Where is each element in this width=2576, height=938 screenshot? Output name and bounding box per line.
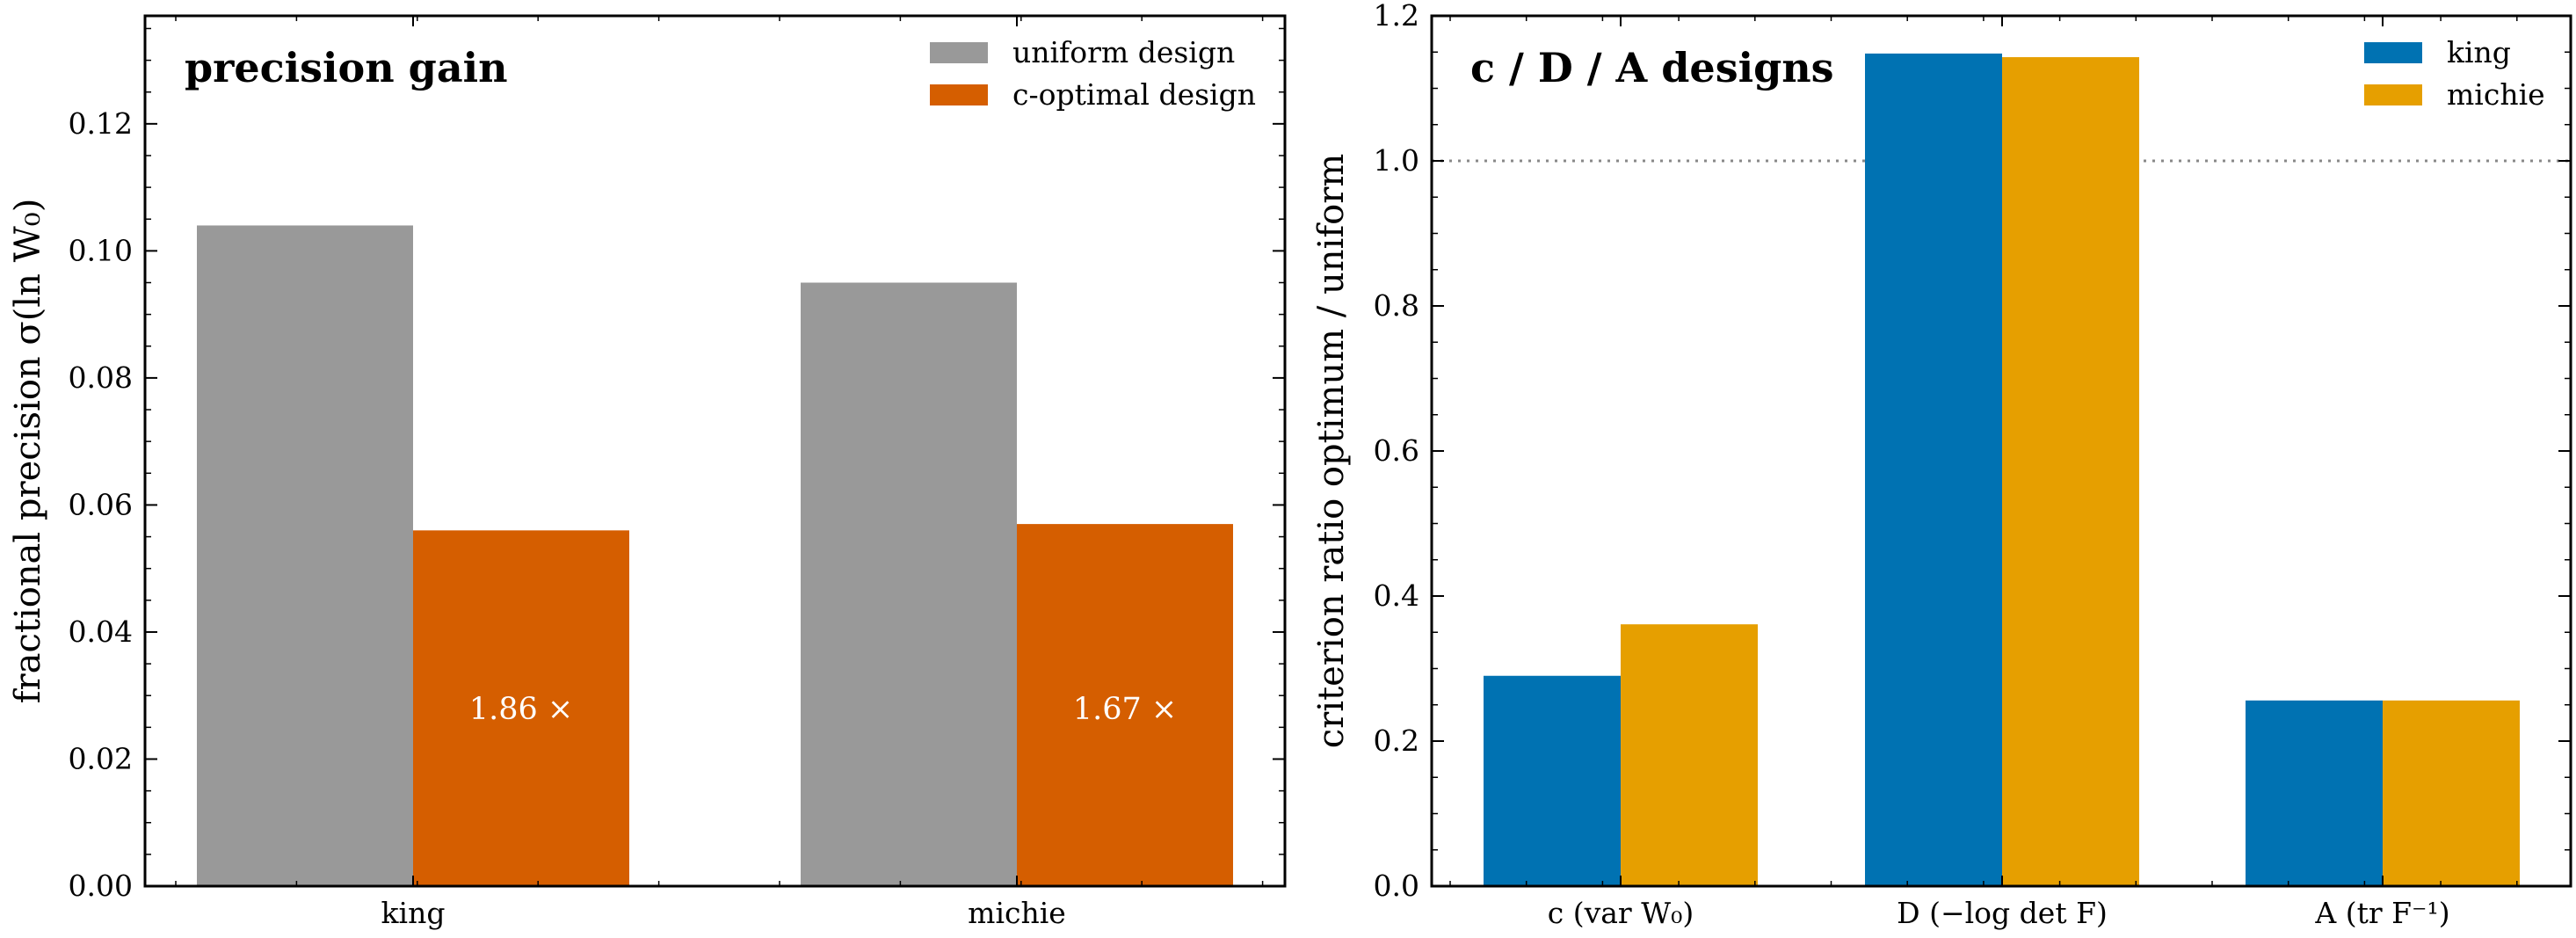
bar-D-michie bbox=[2002, 57, 2139, 886]
y-tick-label: 0.4 bbox=[1374, 578, 1419, 613]
y-tick-label: 0.00 bbox=[69, 869, 133, 903]
ratio-annotation-king: 1.86 × bbox=[469, 692, 573, 727]
legend-label-king: king bbox=[2447, 35, 2511, 69]
legend-label-1: c-optimal design bbox=[1012, 77, 1256, 112]
y-tick-label: 0.04 bbox=[69, 614, 133, 649]
design-criteria-panel: 0.0 0.2 0.4 0.6 0.8 1.0 1.2 c (var W₀) D (−log … bbox=[1311, 0, 2572, 930]
y-tick-label: 0.08 bbox=[69, 360, 133, 395]
right-legend: king michie bbox=[2364, 35, 2545, 112]
bar-king-uniform bbox=[197, 225, 413, 886]
left-legend: uniform design c-optimal design bbox=[930, 35, 1256, 112]
y-tick-label: 0.02 bbox=[69, 741, 133, 775]
bar-D-king bbox=[1865, 53, 2002, 886]
y-tick-label: 0.6 bbox=[1374, 433, 1419, 468]
bar-michie-c-optimal bbox=[1017, 524, 1233, 886]
legend-swatch-0 bbox=[930, 42, 988, 63]
legend-swatch-king bbox=[2364, 42, 2422, 63]
x-tick-label: A (tr F⁻¹) bbox=[2314, 896, 2449, 930]
x-tick-label-michie: michie bbox=[968, 896, 1066, 930]
bar-A-michie bbox=[2383, 700, 2520, 886]
right-plot-frame bbox=[1430, 14, 2572, 888]
y-tick-label: 0.06 bbox=[69, 487, 133, 521]
left-panel-title: precision gain bbox=[185, 44, 508, 91]
y-tick-label: 0.8 bbox=[1374, 288, 1419, 323]
x-tick-label: c (var W₀) bbox=[1548, 896, 1694, 930]
right-panel-title: c / D / A designs bbox=[1470, 44, 1834, 91]
legend-swatch-1 bbox=[930, 84, 988, 105]
bar-c-king bbox=[1484, 675, 1621, 886]
x-tick-label: D (−log det F) bbox=[1897, 896, 2108, 930]
legend-label-0: uniform design bbox=[1012, 35, 1235, 69]
left-y-axis-label: fractional precision σ(ln W₀) bbox=[8, 199, 48, 704]
y-tick-label: 0.2 bbox=[1374, 723, 1419, 758]
ratio-annotation-michie: 1.67 × bbox=[1073, 692, 1177, 727]
left-plot-frame bbox=[143, 14, 1287, 888]
legend-label-michie: michie bbox=[2447, 77, 2545, 112]
bar-c-michie bbox=[1621, 624, 1758, 886]
precision-gain-panel: 1.86 × 1.67 × 0.00 0.02 0.04 0.06 0.08 0.10 0.1… bbox=[8, 14, 1287, 930]
y-tick-label: 0.10 bbox=[69, 233, 133, 267]
bar-A-king bbox=[2246, 700, 2383, 886]
bar-king-c-optimal bbox=[413, 530, 629, 886]
y-tick-label: 1.2 bbox=[1374, 0, 1419, 33]
y-tick-label: 0.0 bbox=[1374, 869, 1419, 903]
y-tick-label: 0.12 bbox=[69, 106, 133, 141]
right-y-axis-label: criterion ratio optimum / uniform bbox=[1311, 154, 1352, 749]
bar-michie-uniform bbox=[801, 282, 1017, 886]
y-tick-label: 1.0 bbox=[1374, 143, 1419, 178]
x-tick-label-king: king bbox=[381, 896, 446, 930]
legend-swatch-michie bbox=[2364, 84, 2422, 105]
